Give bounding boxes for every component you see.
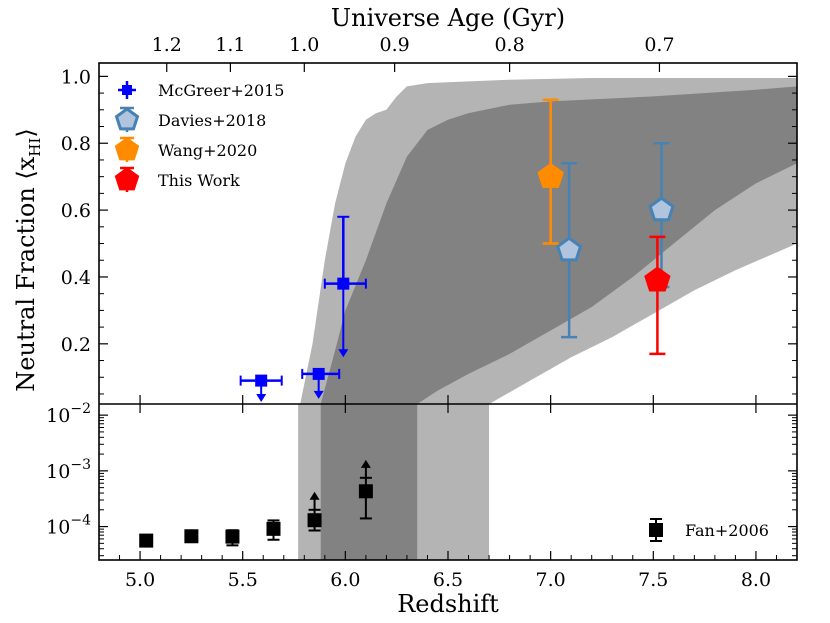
y-axis-title: Neutral Fraction ⟨xHI⟩ [12,128,44,391]
top-tick-label: 0.8 [494,34,524,56]
point-mcgreer-2015-0 [255,374,268,387]
log-tick-base: 10 [46,517,70,539]
legend-mcgreer-2015-marker [122,85,132,95]
log-tick-base: 10 [46,461,70,483]
log-tick-exponent: −4 [70,513,91,529]
legend-this-work-marker [114,167,140,191]
lower-confidence-bands [298,404,490,560]
log-tick-label: 10−3 [46,457,91,483]
legend-fan-2006-marker [649,523,663,537]
x-tick-label: 8.0 [741,569,771,591]
log-tick-label: 10−2 [46,401,91,427]
point-mcgreer-2015-2-arrow-head [338,349,349,358]
point-fan-2006-3 [266,521,281,536]
band-inner-lower [320,404,418,560]
top-axis-title: Universe Age (Gyr) [331,4,565,32]
lower-legend: Fan+2006 [649,518,769,542]
point-mcgreer-2015-2 [337,277,350,290]
upper-confidence-bands [300,78,797,404]
top-tick-label: 1.0 [289,34,319,56]
y-tick-label: 1.0 [61,66,91,88]
x-tick-label: 7.5 [638,569,668,591]
y-tick-label: 0.6 [61,200,91,222]
log-tick-label: 10−4 [46,513,91,539]
y-tick-label: 0.8 [61,133,91,155]
top-tick-label: 0.9 [380,34,410,56]
point-fan-2006-5 [358,484,373,499]
log-tick-base: 10 [46,405,70,427]
x-tick-label: 6.5 [433,569,463,591]
y-tick-label: 0.2 [61,334,91,356]
x-tick-label: 6.0 [330,569,360,591]
y-tick-label: 0.4 [61,267,91,289]
axes: 5.0 5.5 6.0 6.5 7.0 7.5 8.0 1.2 1.1 1.0 0.9 0.8 0.7 0… [46,34,798,591]
point-fan-2006-5-arrow-head [360,459,371,468]
point-mcgreer-2015-1-arrow-head [313,390,324,399]
top-tick-label: 1.2 [152,34,182,56]
legend-wang-2020-label: Wang+2020 [158,141,257,160]
point-davies-2018-1 [648,196,675,222]
log-tick-exponent: −3 [70,457,91,473]
point-fan-2006-0 [139,533,154,548]
point-fan-2006-2 [225,529,240,544]
point-fan-2006-1 [184,529,199,544]
y-axis-title-main: Neutral Fraction ⟨x [12,156,40,391]
legend-mcgreer-2015-label: McGreer+2015 [158,81,284,100]
point-fan-2006-4 [307,513,322,528]
legend-davies-2018-marker [114,107,140,131]
point-mcgreer-2015-1 [312,367,325,380]
top-tick-label: 0.7 [644,34,674,56]
top-tick-label: 1.1 [215,34,245,56]
x-axis-title: Redshift [397,590,499,618]
legend-this-work-label: This Work [158,171,240,190]
x-tick-label: 5.0 [125,569,155,591]
point-davies-2018-0 [555,236,583,262]
upper-legend: McGreer+2015 Davies+2018 Wang+2020 This Wor… [114,81,284,192]
y-axis-title-sub: HI [26,138,44,157]
point-this-work-0 [644,266,671,292]
legend-wang-2020-marker [114,137,140,161]
legend-fan-2006-label: Fan+2006 [685,521,769,540]
legend-davies-2018-label: Davies+2018 [158,111,266,130]
point-mcgreer-2015-0-arrow-head [256,394,267,402]
x-tick-label: 7.0 [536,569,566,591]
y-axis-title-close: ⟩ [12,128,40,137]
x-tick-label: 5.5 [228,569,258,591]
point-fan-2006-4-arrow-head [309,491,320,500]
lower-data-marks [139,459,373,548]
upper-data-marks [239,98,675,402]
point-wang-2020-0 [537,162,564,188]
log-tick-exponent: −2 [70,401,91,417]
